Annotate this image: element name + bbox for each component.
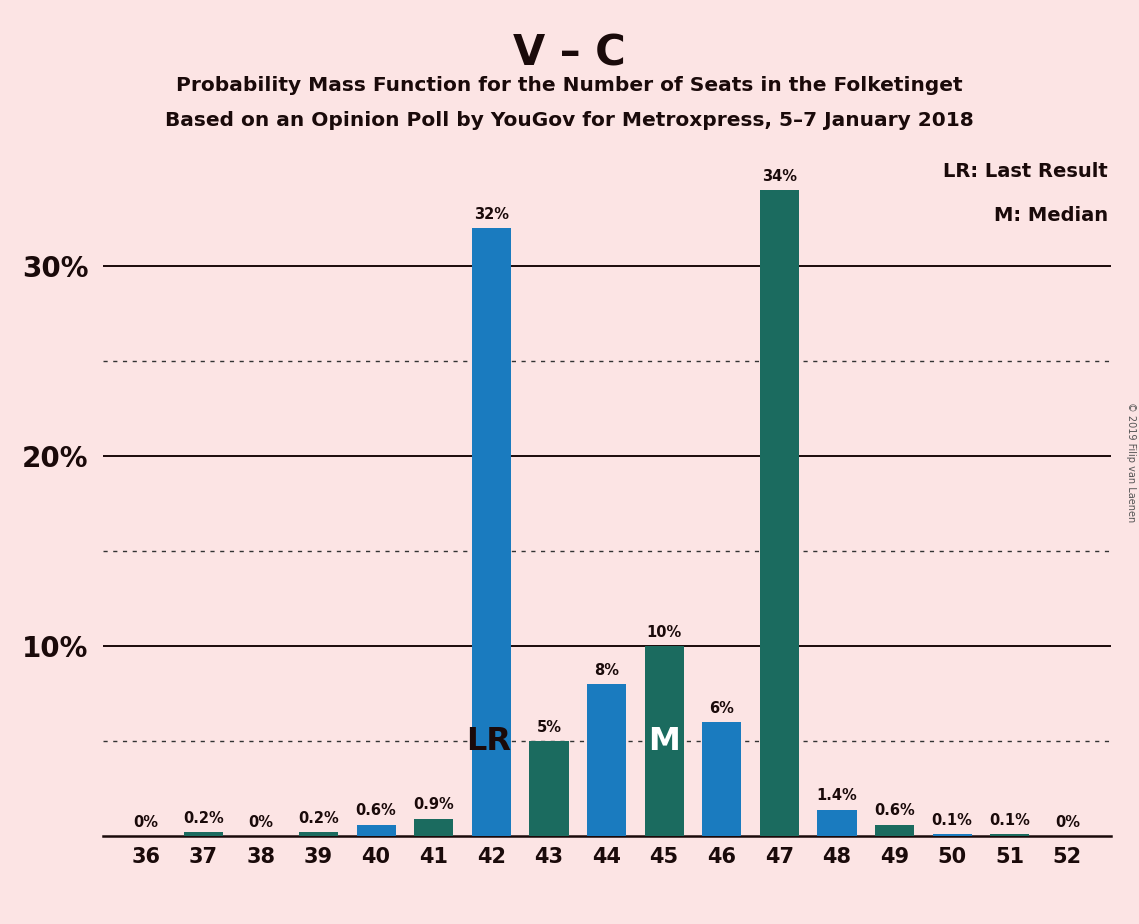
- Bar: [472, 228, 511, 836]
- Text: 0%: 0%: [133, 815, 158, 830]
- Text: 0%: 0%: [1055, 815, 1080, 830]
- Text: 32%: 32%: [474, 207, 509, 222]
- Text: 0.9%: 0.9%: [413, 797, 454, 812]
- Bar: [183, 833, 223, 836]
- Bar: [875, 825, 915, 836]
- Bar: [530, 741, 568, 836]
- Text: © 2019 Filip van Laenen: © 2019 Filip van Laenen: [1126, 402, 1136, 522]
- Text: 0.1%: 0.1%: [932, 813, 973, 828]
- Bar: [933, 834, 972, 836]
- Text: Probability Mass Function for the Number of Seats in the Folketinget: Probability Mass Function for the Number…: [177, 76, 962, 95]
- Text: 10%: 10%: [647, 625, 682, 639]
- Text: M: M: [648, 725, 680, 757]
- Bar: [760, 190, 798, 836]
- Bar: [415, 820, 453, 836]
- Text: 0.2%: 0.2%: [183, 810, 223, 826]
- Text: 0.1%: 0.1%: [990, 813, 1030, 828]
- Text: 1.4%: 1.4%: [817, 788, 858, 803]
- Text: 0%: 0%: [248, 815, 273, 830]
- Text: 34%: 34%: [762, 169, 797, 184]
- Text: 0.6%: 0.6%: [874, 803, 915, 818]
- Text: Based on an Opinion Poll by YouGov for Metroxpress, 5–7 January 2018: Based on an Opinion Poll by YouGov for M…: [165, 111, 974, 130]
- Text: 6%: 6%: [710, 700, 735, 715]
- Bar: [990, 834, 1030, 836]
- Bar: [818, 809, 857, 836]
- Bar: [702, 723, 741, 836]
- Bar: [298, 833, 338, 836]
- Text: 0.6%: 0.6%: [355, 803, 396, 818]
- Bar: [357, 825, 395, 836]
- Text: 5%: 5%: [536, 720, 562, 735]
- Text: LR: LR: [466, 725, 511, 757]
- Text: LR: Last Result: LR: Last Result: [943, 162, 1107, 181]
- Text: 0.2%: 0.2%: [298, 810, 339, 826]
- Bar: [645, 646, 683, 836]
- Bar: [587, 685, 626, 836]
- Text: 8%: 8%: [595, 663, 618, 677]
- Text: M: Median: M: Median: [993, 206, 1107, 225]
- Text: V – C: V – C: [514, 32, 625, 74]
